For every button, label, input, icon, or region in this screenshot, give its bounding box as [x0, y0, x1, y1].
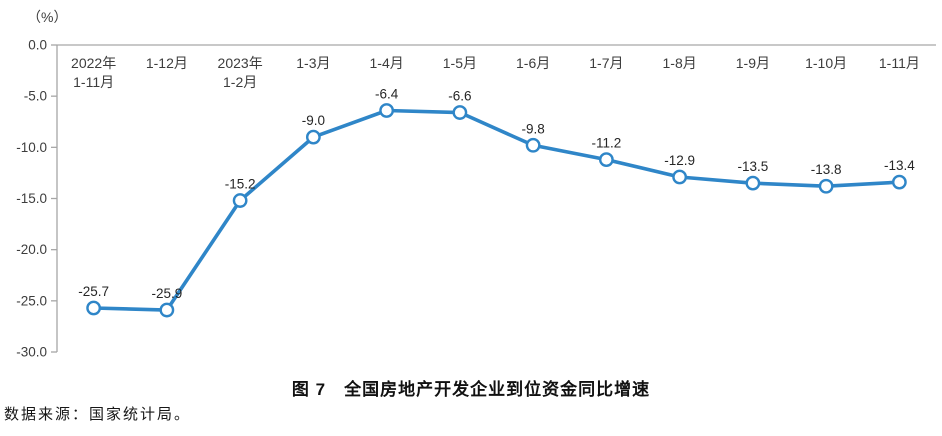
data-label: -6.4: [375, 86, 399, 101]
y-axis-tick-label: -25.0: [16, 293, 47, 308]
data-label: -9.8: [521, 121, 544, 136]
data-label: -15.2: [225, 177, 256, 192]
y-axis-tick-label: -30.0: [16, 345, 47, 360]
y-axis-tick-label: -15.0: [16, 191, 47, 206]
x-axis-category-label: 1-7月: [589, 55, 623, 71]
y-axis-tick-label: -5.0: [24, 89, 47, 104]
data-label: -11.2: [591, 136, 621, 151]
data-label: -12.9: [664, 153, 695, 168]
x-axis-category-label: 1-11月: [879, 55, 920, 71]
data-point-marker: [232, 193, 248, 208]
data-label: -13.4: [884, 158, 915, 173]
y-axis-unit-label: （%）: [27, 9, 68, 25]
x-axis-category-label: 1-9月: [736, 55, 770, 71]
y-axis-tick-label: -20.0: [16, 242, 47, 257]
data-label: -9.0: [302, 113, 325, 128]
chart-title: 图 7 全国房地产开发企业到位资金同比增速: [291, 380, 651, 399]
y-axis-tick-label: -10.0: [16, 140, 47, 155]
x-axis-category-label: 1-11月: [73, 74, 114, 90]
x-axis-category-label: 1-5月: [443, 55, 477, 71]
x-axis-category-label: 1-10月: [805, 55, 847, 71]
series-line: [91, 108, 902, 312]
x-axis-category-label: 1-3月: [296, 55, 330, 71]
data-label: -6.6: [448, 89, 471, 104]
x-axis-category-label: 1-2月: [223, 74, 257, 90]
data-label: -25.9: [151, 286, 182, 301]
x-axis-category-label: 1-12月: [146, 55, 188, 71]
x-axis-category-label: 2023年: [218, 55, 263, 71]
x-axis-category-label: 1-4月: [370, 55, 404, 71]
data-point-marker: [818, 178, 834, 194]
data-point-marker: [305, 129, 321, 145]
data-point-marker: [745, 175, 761, 191]
x-axis-category-label: 2022年: [71, 55, 116, 71]
data-label: -13.8: [811, 162, 842, 177]
data-point-marker: [672, 169, 688, 185]
data-point-marker: [452, 105, 468, 120]
line-chart: 0.0 -5.0 -10.0 -15.0 -20.0 -25.0 -30.0 2022年 1-1…: [16, 38, 936, 360]
data-point-marker: [86, 300, 102, 316]
y-axis-tick-label: 0.0: [28, 38, 47, 53]
data-point-marker: [525, 137, 541, 153]
data-point-marker: [159, 302, 175, 318]
x-axis-category-label: 1-8月: [663, 55, 697, 71]
data-label: -25.7: [78, 284, 109, 299]
data-point-marker: [598, 152, 614, 168]
data-source-note: 数据来源：国家统计局。: [4, 405, 192, 423]
data-point-marker: [379, 103, 395, 118]
data-label: -13.5: [737, 159, 768, 174]
x-axis-category-label: 1-6月: [516, 55, 550, 71]
data-point-marker: [891, 174, 907, 190]
